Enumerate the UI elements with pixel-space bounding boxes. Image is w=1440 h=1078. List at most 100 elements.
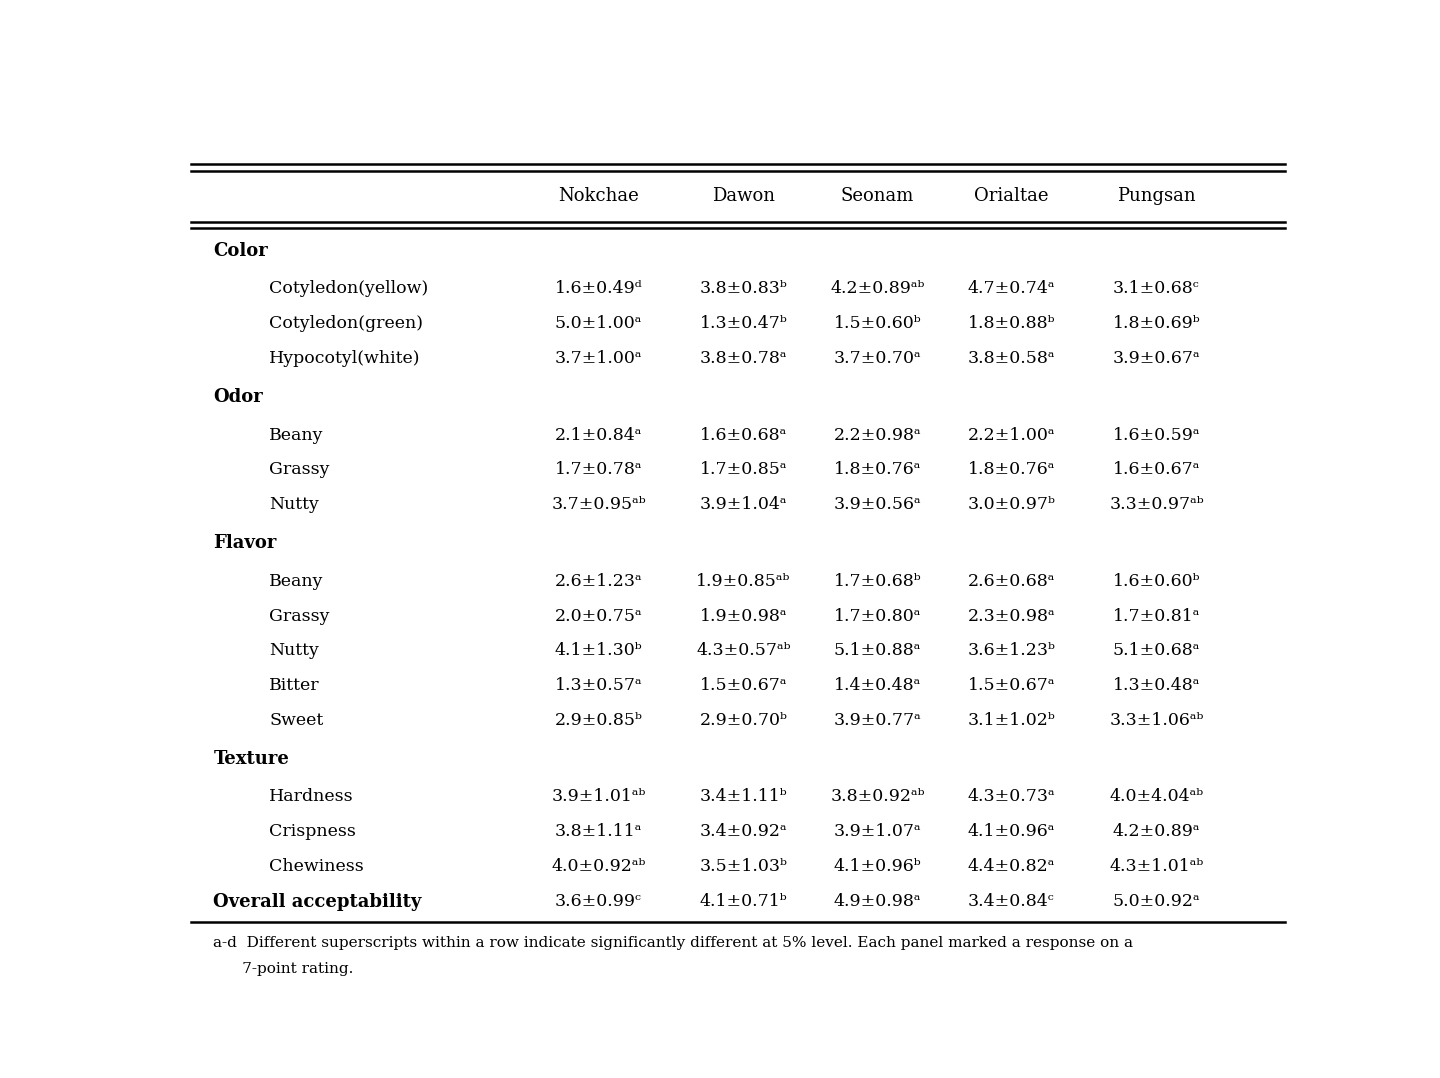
Text: Hypocotyl(white): Hypocotyl(white) (269, 350, 420, 368)
Text: 1.3±0.47ᵇ: 1.3±0.47ᵇ (700, 316, 788, 332)
Text: Chewiness: Chewiness (269, 858, 364, 875)
Text: a-d  Different superscripts within a row indicate significantly different at 5% : a-d Different superscripts within a row … (213, 936, 1133, 950)
Text: 3.9±0.67ᵃ: 3.9±0.67ᵃ (1113, 350, 1201, 368)
Text: Flavor: Flavor (213, 534, 276, 552)
Text: 4.0±4.04ᵃᵇ: 4.0±4.04ᵃᵇ (1109, 788, 1204, 805)
Text: 3.8±0.92ᵃᵇ: 3.8±0.92ᵃᵇ (831, 788, 924, 805)
Text: 1.6±0.59ᵃ: 1.6±0.59ᵃ (1113, 427, 1201, 443)
Text: Texture: Texture (213, 749, 289, 768)
Text: Odor: Odor (213, 388, 264, 405)
Text: 4.1±0.71ᵇ: 4.1±0.71ᵇ (700, 893, 788, 910)
Text: 1.5±0.60ᵇ: 1.5±0.60ᵇ (834, 316, 922, 332)
Text: 1.6±0.49ᵈ: 1.6±0.49ᵈ (554, 280, 642, 298)
Text: 1.8±0.76ᵃ: 1.8±0.76ᵃ (968, 461, 1056, 479)
Text: Seonam: Seonam (841, 186, 914, 205)
Text: 5.1±0.88ᵃ: 5.1±0.88ᵃ (834, 642, 922, 660)
Text: 4.1±0.96ᵇ: 4.1±0.96ᵇ (834, 858, 922, 875)
Text: Cotyledon(green): Cotyledon(green) (269, 316, 423, 332)
Text: 5.1±0.68ᵃ: 5.1±0.68ᵃ (1113, 642, 1200, 660)
Text: Overall acceptability: Overall acceptability (213, 893, 422, 911)
Text: Cotyledon(yellow): Cotyledon(yellow) (269, 280, 429, 298)
Text: 3.9±0.77ᵃ: 3.9±0.77ᵃ (834, 713, 922, 729)
Text: 4.2±0.89ᵃᵇ: 4.2±0.89ᵃᵇ (831, 280, 924, 298)
Text: Pungsan: Pungsan (1117, 186, 1195, 205)
Text: Dawon: Dawon (713, 186, 775, 205)
Text: 1.6±0.67ᵃ: 1.6±0.67ᵃ (1113, 461, 1200, 479)
Text: 1.5±0.67ᵃ: 1.5±0.67ᵃ (968, 677, 1056, 694)
Text: 1.8±0.88ᵇ: 1.8±0.88ᵇ (968, 316, 1056, 332)
Text: Beany: Beany (269, 427, 324, 443)
Text: 3.3±1.06ᵃᵇ: 3.3±1.06ᵃᵇ (1109, 713, 1204, 729)
Text: 3.9±1.04ᵃ: 3.9±1.04ᵃ (700, 496, 788, 513)
Text: 3.9±0.56ᵃ: 3.9±0.56ᵃ (834, 496, 922, 513)
Text: 3.9±1.01ᵃᵇ: 3.9±1.01ᵃᵇ (552, 788, 645, 805)
Text: 2.6±0.68ᵃ: 2.6±0.68ᵃ (968, 572, 1056, 590)
Text: 3.7±1.00ᵃ: 3.7±1.00ᵃ (554, 350, 642, 368)
Text: 1.9±0.85ᵃᵇ: 1.9±0.85ᵃᵇ (697, 572, 791, 590)
Text: 2.3±0.98ᵃ: 2.3±0.98ᵃ (968, 608, 1056, 624)
Text: Grassy: Grassy (269, 608, 330, 624)
Text: 1.7±0.68ᵇ: 1.7±0.68ᵇ (834, 572, 922, 590)
Text: Hardness: Hardness (269, 788, 354, 805)
Text: 3.6±0.99ᶜ: 3.6±0.99ᶜ (554, 893, 642, 910)
Text: 1.3±0.57ᵃ: 1.3±0.57ᵃ (554, 677, 642, 694)
Text: 2.0±0.75ᵃ: 2.0±0.75ᵃ (554, 608, 642, 624)
Text: 3.4±0.92ᵃ: 3.4±0.92ᵃ (700, 824, 788, 841)
Text: 4.3±0.57ᵃᵇ: 4.3±0.57ᵃᵇ (697, 642, 791, 660)
Text: 4.1±0.96ᵃ: 4.1±0.96ᵃ (968, 824, 1056, 841)
Text: 2.9±0.70ᵇ: 2.9±0.70ᵇ (700, 713, 788, 729)
Text: 1.7±0.85ᵃ: 1.7±0.85ᵃ (700, 461, 788, 479)
Text: 1.9±0.98ᵃ: 1.9±0.98ᵃ (700, 608, 788, 624)
Text: Nokchae: Nokchae (559, 186, 639, 205)
Text: 1.7±0.80ᵃ: 1.7±0.80ᵃ (834, 608, 922, 624)
Text: Bitter: Bitter (269, 677, 320, 694)
Text: 3.0±0.97ᵇ: 3.0±0.97ᵇ (968, 496, 1056, 513)
Text: 1.8±0.76ᵃ: 1.8±0.76ᵃ (834, 461, 922, 479)
Text: 1.4±0.48ᵃ: 1.4±0.48ᵃ (834, 677, 922, 694)
Text: 2.2±0.98ᵃ: 2.2±0.98ᵃ (834, 427, 922, 443)
Text: Nutty: Nutty (269, 496, 320, 513)
Text: 1.6±0.68ᵃ: 1.6±0.68ᵃ (700, 427, 788, 443)
Text: 1.8±0.69ᵇ: 1.8±0.69ᵇ (1113, 316, 1201, 332)
Text: 3.1±0.68ᶜ: 3.1±0.68ᶜ (1113, 280, 1200, 298)
Text: Orialtae: Orialtae (975, 186, 1048, 205)
Text: 4.3±0.73ᵃ: 4.3±0.73ᵃ (968, 788, 1056, 805)
Text: 3.4±0.84ᶜ: 3.4±0.84ᶜ (968, 893, 1054, 910)
Text: 3.7±0.70ᵃ: 3.7±0.70ᵃ (834, 350, 922, 368)
Text: Color: Color (213, 241, 268, 260)
Text: 4.0±0.92ᵃᵇ: 4.0±0.92ᵃᵇ (552, 858, 645, 875)
Text: 4.7±0.74ᵃ: 4.7±0.74ᵃ (968, 280, 1056, 298)
Text: 3.7±0.95ᵃᵇ: 3.7±0.95ᵃᵇ (552, 496, 645, 513)
Text: 3.5±1.03ᵇ: 3.5±1.03ᵇ (700, 858, 788, 875)
Text: 1.6±0.60ᵇ: 1.6±0.60ᵇ (1113, 572, 1201, 590)
Text: 3.1±1.02ᵇ: 3.1±1.02ᵇ (968, 713, 1056, 729)
Text: 3.8±0.83ᵇ: 3.8±0.83ᵇ (700, 280, 788, 298)
Text: Nutty: Nutty (269, 642, 320, 660)
Text: Grassy: Grassy (269, 461, 330, 479)
Text: 2.6±1.23ᵃ: 2.6±1.23ᵃ (554, 572, 642, 590)
Text: 2.2±1.00ᵃ: 2.2±1.00ᵃ (968, 427, 1056, 443)
Text: Crispness: Crispness (269, 824, 356, 841)
Text: 3.8±0.78ᵃ: 3.8±0.78ᵃ (700, 350, 788, 368)
Text: 3.8±0.58ᵃ: 3.8±0.58ᵃ (968, 350, 1056, 368)
Text: 4.2±0.89ᵃ: 4.2±0.89ᵃ (1113, 824, 1201, 841)
Text: 5.0±1.00ᵃ: 5.0±1.00ᵃ (554, 316, 642, 332)
Text: 2.9±0.85ᵇ: 2.9±0.85ᵇ (554, 713, 642, 729)
Text: 5.0±0.92ᵃ: 5.0±0.92ᵃ (1113, 893, 1201, 910)
Text: 2.1±0.84ᵃ: 2.1±0.84ᵃ (554, 427, 642, 443)
Text: 1.3±0.48ᵃ: 1.3±0.48ᵃ (1113, 677, 1200, 694)
Text: Sweet: Sweet (269, 713, 324, 729)
Text: 1.7±0.81ᵃ: 1.7±0.81ᵃ (1113, 608, 1200, 624)
Text: 1.5±0.67ᵃ: 1.5±0.67ᵃ (700, 677, 788, 694)
Text: 4.9±0.98ᵃ: 4.9±0.98ᵃ (834, 893, 922, 910)
Text: Beany: Beany (269, 572, 324, 590)
Text: 4.4±0.82ᵃ: 4.4±0.82ᵃ (968, 858, 1056, 875)
Text: 3.9±1.07ᵃ: 3.9±1.07ᵃ (834, 824, 922, 841)
Text: 1.7±0.78ᵃ: 1.7±0.78ᵃ (554, 461, 642, 479)
Text: 4.3±1.01ᵃᵇ: 4.3±1.01ᵃᵇ (1109, 858, 1204, 875)
Text: 3.3±0.97ᵃᵇ: 3.3±0.97ᵃᵇ (1109, 496, 1204, 513)
Text: 3.6±1.23ᵇ: 3.6±1.23ᵇ (968, 642, 1056, 660)
Text: 3.8±1.11ᵃ: 3.8±1.11ᵃ (554, 824, 642, 841)
Text: 3.4±1.11ᵇ: 3.4±1.11ᵇ (700, 788, 788, 805)
Text: 4.1±1.30ᵇ: 4.1±1.30ᵇ (554, 642, 642, 660)
